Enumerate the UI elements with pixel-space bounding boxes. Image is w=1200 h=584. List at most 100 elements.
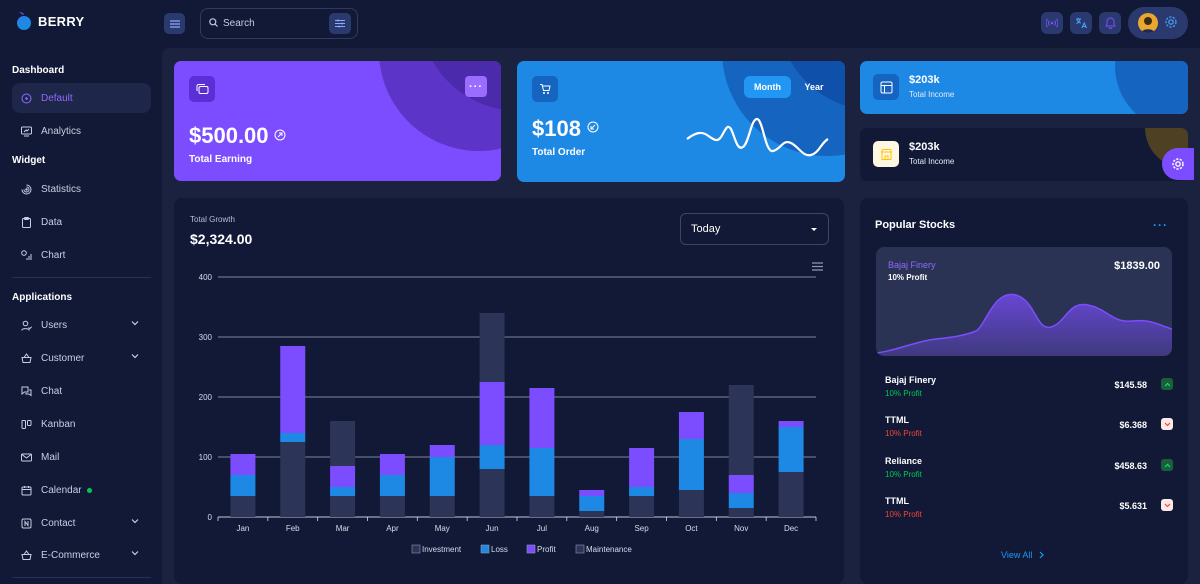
sidebar-item-label: Chart	[41, 249, 66, 261]
notifications-button[interactable]	[1099, 12, 1121, 34]
x-tick-label: Nov	[734, 524, 748, 533]
chevron-up-icon	[1164, 382, 1170, 386]
trend-badge	[1161, 459, 1173, 471]
search-input[interactable]: Search	[223, 18, 255, 29]
earning-value: $500.00	[189, 123, 269, 148]
bar-investment	[379, 496, 405, 517]
bar-profit	[728, 475, 754, 493]
search-box[interactable]: Search	[200, 8, 358, 39]
stock-row[interactable]: Bajaj Finery 10% Profit $145.58	[885, 375, 1175, 407]
stock-row[interactable]: TTML 10% Profit $5.631	[885, 496, 1175, 528]
sidebar-item-customer[interactable]: Customer	[12, 343, 151, 373]
sidebar-item-kanban[interactable]: Kanban	[12, 409, 151, 439]
x-tick-label: Apr	[386, 524, 399, 533]
menu-icon	[169, 19, 180, 28]
bar-profit	[280, 346, 306, 433]
search-filter-button[interactable]	[329, 13, 351, 34]
toggle-year[interactable]: Year	[804, 82, 824, 92]
earning-icon-box	[189, 76, 215, 102]
sidebar-item-users[interactable]: Users	[12, 310, 151, 340]
bar-loss	[778, 427, 804, 472]
search-icon	[209, 18, 218, 27]
bar-investment	[529, 496, 555, 517]
sidebar-item-data[interactable]: Data	[12, 207, 151, 237]
basket-icon	[21, 352, 32, 364]
bar-profit	[579, 490, 605, 496]
sidebar: Dashboard Default Analytics Widget Stati…	[0, 48, 162, 584]
chevron-down-icon	[1164, 503, 1170, 507]
stock-name: Bajaj Finery	[888, 260, 936, 270]
bar-maintenance	[479, 313, 505, 382]
legend-label: Profit	[537, 545, 556, 554]
bar-profit	[678, 412, 704, 439]
profile-menu[interactable]	[1128, 7, 1188, 39]
brand-logo[interactable]: BERRY	[16, 11, 85, 31]
stock-profit: 10% Profit	[885, 510, 922, 519]
building-store-icon	[880, 148, 892, 160]
stock-name: Bajaj Finery	[885, 375, 937, 385]
bar-profit	[629, 448, 655, 487]
sidebar-item-label: Mail	[41, 451, 60, 463]
bar-loss	[579, 496, 605, 511]
y-tick-label: 0	[208, 513, 213, 522]
chart-menu-icon[interactable]	[812, 262, 823, 271]
bar-loss	[379, 475, 405, 496]
stock-row[interactable]: Reliance 10% Profit $458.63	[885, 456, 1175, 488]
sidebar-item-analytics[interactable]: Analytics	[12, 116, 151, 146]
order-icon-box	[532, 76, 558, 102]
avatar	[1138, 13, 1158, 33]
bar-investment	[429, 496, 455, 517]
bar-profit	[529, 388, 555, 448]
growth-label: Total Growth	[190, 215, 235, 224]
sidebar-item-ecommerce[interactable]: E-Commerce	[12, 540, 151, 570]
bar-loss	[728, 493, 754, 508]
chevron-right-icon	[1039, 551, 1045, 559]
sidebar-item-chart[interactable]: Chart	[12, 240, 151, 270]
sidebar-item-statistics[interactable]: Statistics	[12, 174, 151, 204]
legend-swatch	[526, 544, 536, 554]
toggle-month[interactable]: Month	[744, 76, 791, 98]
view-all-link[interactable]: View All	[1001, 550, 1045, 560]
more-button[interactable]: ···	[465, 76, 487, 97]
legend-label: Investment	[422, 545, 462, 554]
clipboard-list-icon	[21, 216, 32, 228]
stock-price: $6.368	[1119, 420, 1147, 430]
menu-toggle-button[interactable]	[164, 13, 185, 34]
messages-icon	[21, 386, 32, 397]
period-select[interactable]: Today	[680, 213, 829, 245]
chevron-down-icon	[131, 519, 139, 524]
bell-icon	[1104, 17, 1116, 29]
sidebar-item-label: Customer	[41, 352, 85, 364]
chevron-down-icon	[1164, 422, 1170, 426]
stock-row[interactable]: TTML 10% Profit $6.368	[885, 415, 1175, 447]
language-button[interactable]	[1070, 12, 1092, 34]
x-tick-label: May	[435, 524, 450, 533]
x-tick-label: Dec	[784, 524, 798, 533]
berry-logo-icon	[17, 12, 31, 30]
status-dot	[86, 487, 92, 493]
sidebar-section-widget: Widget	[12, 155, 46, 166]
device-analytics-icon	[21, 126, 32, 137]
x-tick-label: Jul	[537, 524, 547, 533]
sidebar-item-calendar[interactable]: Calendar	[12, 475, 151, 505]
header: BERRY Search	[0, 0, 1200, 48]
mega-menu-button[interactable]	[1041, 12, 1063, 34]
bar-investment	[579, 511, 605, 517]
sidebar-item-contact[interactable]: Contact	[12, 508, 151, 538]
chevron-down-icon	[131, 551, 139, 556]
bar-loss	[230, 475, 256, 496]
sidebar-item-label: E-Commerce	[41, 549, 100, 561]
x-tick-label: Jan	[236, 524, 249, 533]
income-label: Total Income	[909, 90, 955, 99]
trend-badge	[1161, 499, 1173, 511]
sidebar-item-mail[interactable]: Mail	[12, 442, 151, 472]
legend-swatch	[575, 544, 585, 554]
customization-button[interactable]	[1162, 148, 1194, 180]
stocks-more-button[interactable]: ···	[1153, 218, 1168, 232]
sidebar-item-default[interactable]: Default	[12, 83, 151, 113]
calendar-icon	[21, 485, 32, 496]
legend-label: Loss	[491, 545, 508, 554]
sidebar-item-chat[interactable]: Chat	[12, 376, 151, 406]
user-check-icon	[21, 320, 32, 331]
broadcast-icon	[1046, 18, 1058, 28]
